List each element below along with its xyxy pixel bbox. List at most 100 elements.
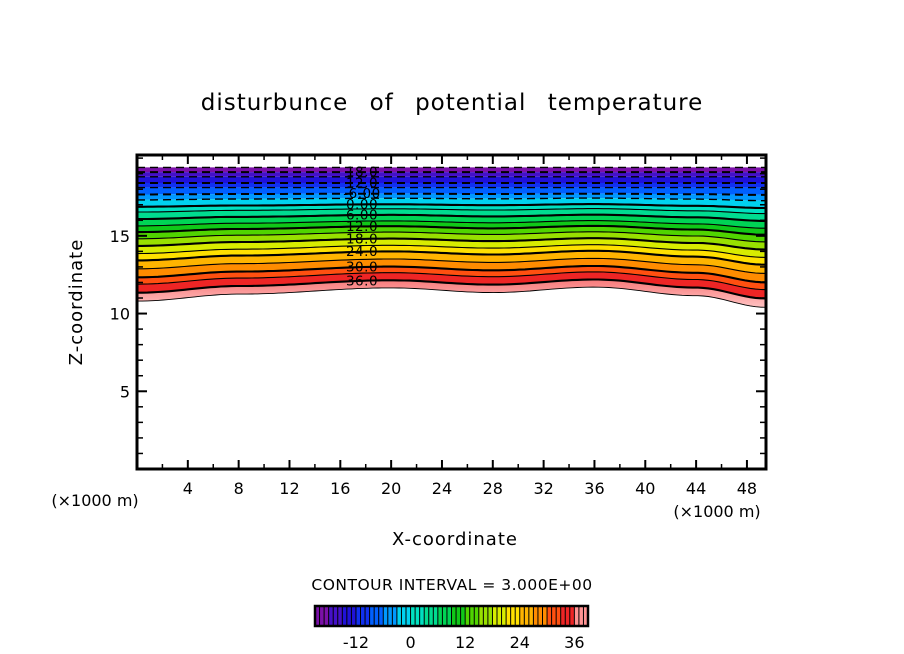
z-tick-label: 10 (110, 305, 130, 324)
colorbar-cell (460, 606, 466, 626)
z-axis-label: Z-coordinate (66, 239, 87, 366)
colorbar-cell (474, 606, 479, 626)
colorbar-cell (583, 606, 588, 626)
x-tick-label: 32 (533, 479, 553, 498)
colorbar-cell (533, 606, 538, 626)
contour-fill-bands (137, 167, 766, 308)
colorbar-cell (569, 606, 575, 626)
contour-line (137, 249, 766, 266)
contour-band (137, 258, 766, 283)
colorbar-cell (524, 606, 529, 626)
colorbar-tick-label: -12 (343, 633, 369, 652)
colorbar-cell (506, 606, 511, 626)
x-unit-right: (×1000 m) (673, 502, 760, 521)
x-tick-label: 4 (183, 479, 193, 498)
contour-band (137, 176, 766, 183)
colorbar-cell (355, 606, 361, 626)
colorbar-cell (419, 606, 425, 626)
colorbar-cell (369, 606, 375, 626)
contour-label: 12.0 (346, 175, 378, 191)
colorbar-cell (415, 606, 420, 626)
colorbar-cell (542, 606, 548, 626)
x-unit-left: (×1000 m) (51, 491, 138, 510)
contour-line (137, 197, 766, 202)
colorbar-cell (537, 606, 543, 626)
x-tick-label: 20 (381, 479, 401, 498)
x-tick-label: 12 (279, 479, 299, 498)
colorbar-cell (519, 606, 525, 626)
colorbar-cell (410, 606, 416, 626)
colorbar-cell (497, 606, 502, 626)
contour-line (137, 278, 766, 300)
contour-label: 30.0 (346, 260, 378, 276)
colorbar: -12 0 12 24 36 (313, 604, 590, 652)
x-tick-label: 16 (330, 479, 350, 498)
colorbar-tick-label: 36 (564, 633, 584, 652)
z-tick-label: 15 (110, 227, 130, 246)
colorbar-cell (337, 606, 343, 626)
contour-line (137, 237, 766, 251)
contour-label: 36.0 (346, 273, 378, 289)
colorbar-tick-label: 24 (510, 633, 530, 652)
contour-band (137, 193, 766, 201)
colorbar-cell (346, 606, 352, 626)
contour-band (137, 279, 766, 308)
colorbar-cell (351, 606, 356, 626)
colorbar-cell (374, 606, 379, 626)
colorbar-cell (483, 606, 488, 626)
colorbar-cell (360, 606, 366, 626)
colorbar-cell (378, 606, 384, 626)
colorbar-cell (456, 606, 461, 626)
colorbar-cell (556, 606, 561, 626)
colorbar-cell (446, 606, 452, 626)
contour-line (137, 264, 766, 284)
contour-line (137, 231, 766, 243)
contour-line (137, 286, 766, 308)
colorbar-cell (578, 606, 584, 626)
x-tick-label: 48 (737, 479, 757, 498)
colorbar-cell (547, 606, 552, 626)
contour-band (137, 167, 766, 173)
contour-line (137, 271, 766, 291)
colorbar-cell (315, 606, 320, 626)
contour-line (137, 192, 766, 196)
contour-line (137, 224, 766, 236)
contour-label: -6.00 (343, 186, 380, 202)
plot-frame (135, 153, 768, 471)
contour-label: 6.00 (346, 208, 378, 224)
contour-interval-label: CONTOUR INTERVAL = 3.000E+00 (311, 576, 592, 594)
contour-label: 0.00 (346, 197, 378, 213)
contour-band (137, 244, 766, 265)
colorbar-cell (528, 606, 534, 626)
x-tick-label: 28 (483, 479, 503, 498)
contour-band (137, 204, 766, 214)
colorbar-cell (451, 606, 457, 626)
colorbar-cell (433, 606, 438, 626)
colorbar-cell (487, 606, 493, 626)
colorbar-cell (387, 606, 393, 626)
contour-band (137, 271, 766, 299)
colorbar-cell (392, 606, 397, 626)
x-axis-label: X-coordinate (392, 529, 518, 550)
contour-line (137, 208, 766, 215)
colorbar-cell (424, 606, 429, 626)
colorbar-cell (428, 606, 434, 626)
colorbar-tick-label: 0 (405, 633, 415, 652)
colorbar-cell (551, 606, 557, 626)
contour-band (137, 172, 766, 177)
x-tick-label: 36 (584, 479, 604, 498)
contour-band (137, 220, 766, 235)
colorbar-cell (406, 606, 411, 626)
colorbar-cell (465, 606, 470, 626)
colorbar-cell (510, 606, 516, 626)
contour-label: 18.0 (346, 165, 378, 181)
colorbar-cell (328, 606, 334, 626)
colorbar-cell (365, 606, 370, 626)
contour-band (137, 225, 766, 242)
colorbar-cell (501, 606, 507, 626)
colorbar-cell (333, 606, 338, 626)
colorbar-tick-label: 12 (455, 633, 475, 652)
colorbar-cell (560, 606, 566, 626)
colorbar-cell (469, 606, 475, 626)
x-tick-label: 40 (635, 479, 655, 498)
